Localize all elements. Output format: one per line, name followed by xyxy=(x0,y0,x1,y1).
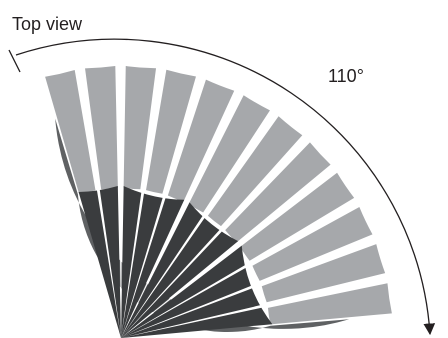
inner-wedge-1 xyxy=(78,186,121,338)
fan-sectors xyxy=(45,48,405,338)
blade-outer-1 xyxy=(45,69,96,194)
blade-gap-11 xyxy=(121,271,405,338)
blade-outer-12 xyxy=(267,283,392,325)
blade-outer-5 xyxy=(167,79,235,202)
blade-gap-6 xyxy=(121,96,287,338)
sweep-arc-arrow xyxy=(15,38,436,336)
blade-outer-6 xyxy=(188,95,270,213)
blade-gap-9 xyxy=(121,191,374,338)
view-label: Top view xyxy=(12,14,83,34)
blade-outer-7 xyxy=(207,116,303,227)
blade-gap-7 xyxy=(121,123,321,338)
blade-gap-2 xyxy=(117,48,124,338)
blade-gap-3 xyxy=(121,50,167,338)
blade-outer-9 xyxy=(240,172,355,261)
blade-outer-4 xyxy=(146,69,196,194)
inner-wedge-4 xyxy=(121,245,273,338)
blade-outer-10 xyxy=(252,206,373,281)
inner-wedge-2 xyxy=(121,186,185,338)
blade-gap-1 xyxy=(74,50,121,338)
inner-wedge-3 xyxy=(121,202,239,338)
start-tick xyxy=(8,49,21,73)
blade-outer-2 xyxy=(85,66,118,190)
blade-gap-8 xyxy=(121,155,350,338)
blade-outer-11 xyxy=(261,244,386,303)
blade-gap-5 xyxy=(121,75,250,338)
blade-outer-8 xyxy=(225,142,331,243)
blade-gap-4 xyxy=(121,60,209,338)
blade-gap-10 xyxy=(121,230,393,338)
angle-label: 110° xyxy=(328,66,364,86)
blade-outer-3 xyxy=(123,66,157,190)
